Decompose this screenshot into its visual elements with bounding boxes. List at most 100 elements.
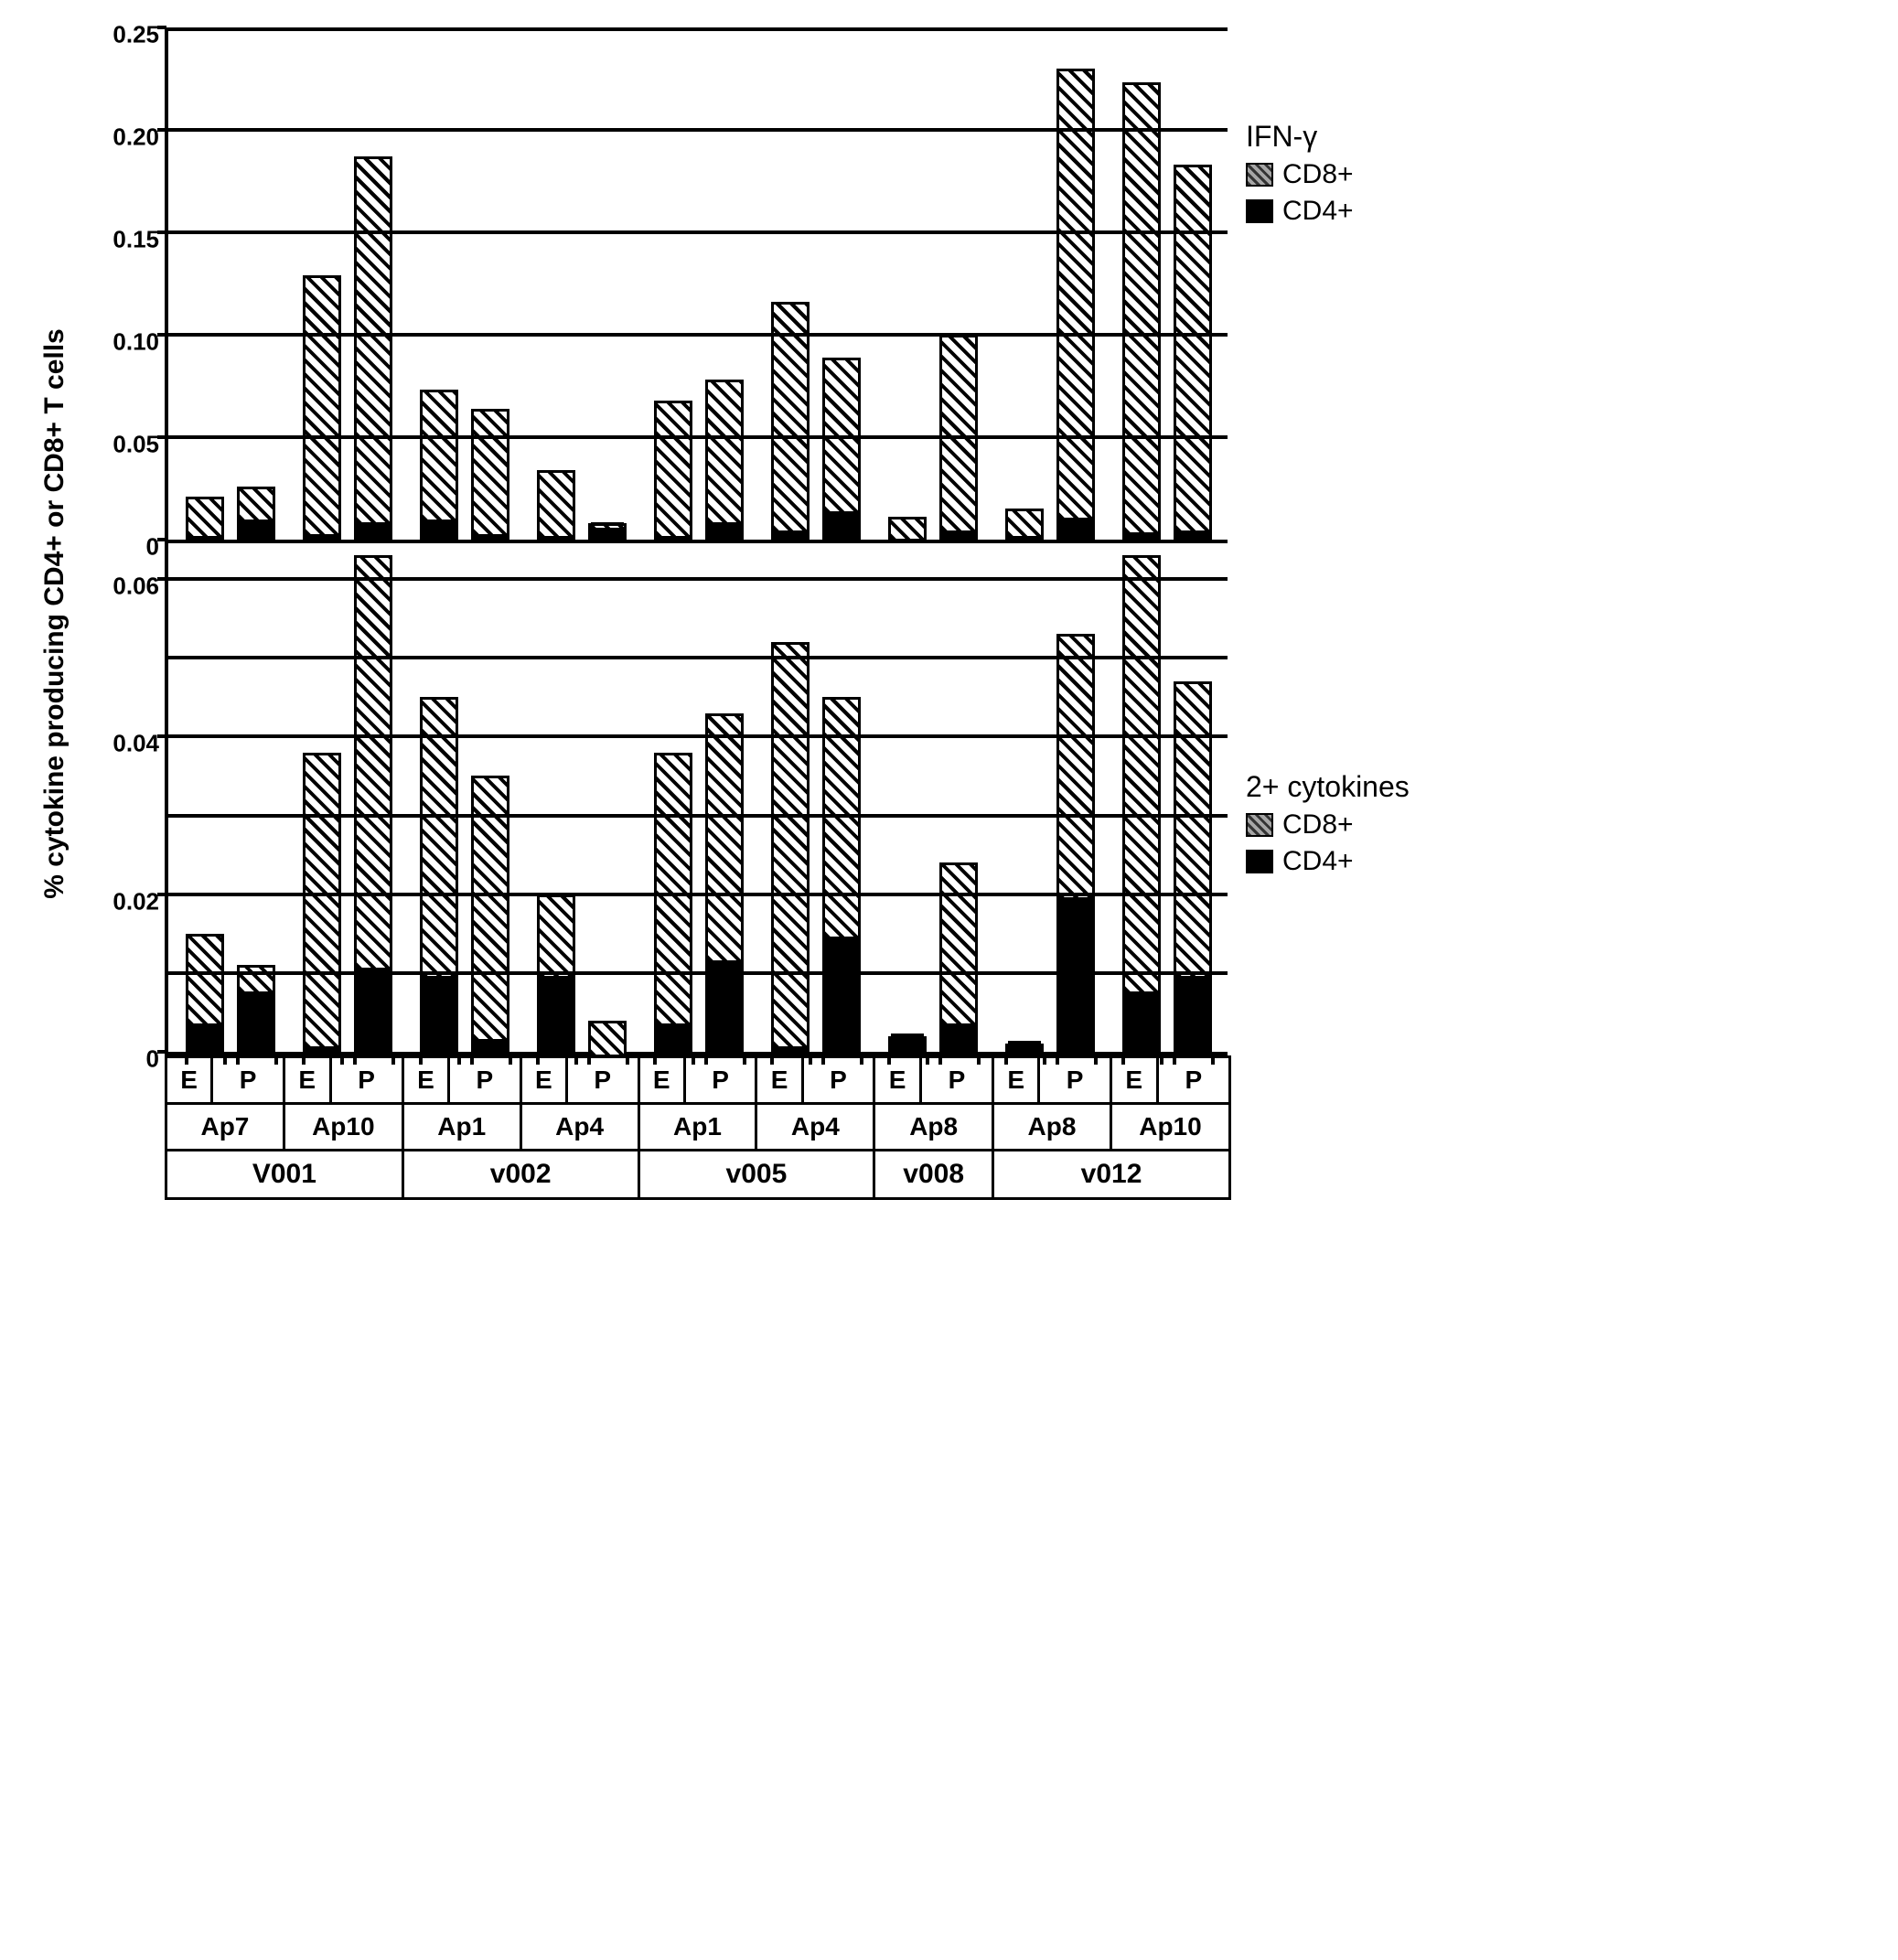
bar-segment-cd4 xyxy=(540,970,573,1049)
stacked-bar xyxy=(1005,1044,1044,1052)
bar-segment-cd4 xyxy=(891,1034,924,1049)
stacked-bar xyxy=(1122,82,1161,540)
legend-title: IFN-γ xyxy=(1246,120,1354,154)
x-tick-mark xyxy=(587,1052,591,1065)
top-y-axis: 00.050.100.150.200.25 xyxy=(82,27,165,543)
gridline xyxy=(168,577,1228,581)
x-tick-mark xyxy=(653,1052,657,1065)
bar-segment-cd8 xyxy=(1059,71,1092,518)
stacked-bar xyxy=(1174,165,1212,540)
legend-label: CD8+ xyxy=(1282,159,1354,190)
legend-label: CD8+ xyxy=(1282,809,1354,841)
stacked-bar xyxy=(1056,69,1095,540)
x-tick-mark xyxy=(536,1052,540,1065)
x-tick-mark xyxy=(509,1052,512,1065)
stacked-bar xyxy=(771,302,810,540)
stacked-bar xyxy=(354,555,392,1052)
x-axis-ep-cell: E xyxy=(874,1057,921,1104)
x-axis-ap-cell: Ap7 xyxy=(166,1104,284,1151)
gridline-minor xyxy=(168,656,1228,659)
bottom-panel: 00.020.040.06 2+ cytokinesCD8+CD4+ xyxy=(82,540,1410,1055)
bar-segment-cd8 xyxy=(423,392,456,519)
stacked-bar xyxy=(237,965,275,1052)
stacked-bar xyxy=(420,697,458,1052)
legend-item: CD4+ xyxy=(1246,846,1410,877)
x-axis-ap-cell: Ap8 xyxy=(874,1104,993,1151)
bar-segment-cd8 xyxy=(774,305,807,530)
gridline xyxy=(168,734,1228,738)
bar-segment-cd8 xyxy=(774,645,807,1046)
x-axis-subject-cell: V001 xyxy=(166,1151,403,1199)
x-tick-mark xyxy=(1173,1052,1176,1065)
stacked-bar xyxy=(822,358,861,540)
gridline xyxy=(168,128,1228,132)
x-axis-subject-row: V001v002v005v008v012 xyxy=(166,1151,1230,1199)
stacked-bar xyxy=(588,1021,627,1052)
x-axis-ap-cell: Ap4 xyxy=(756,1104,874,1151)
bottom-bars-layer xyxy=(168,540,1228,1052)
bottom-plot-area xyxy=(165,540,1228,1055)
x-tick-mark xyxy=(185,1052,188,1065)
bar-segment-cd8 xyxy=(891,519,924,538)
x-axis-ep-cell: P xyxy=(1039,1057,1111,1104)
legend-swatch xyxy=(1246,813,1273,837)
x-axis-ep-cell: E xyxy=(638,1057,684,1104)
bar-segment-cd8 xyxy=(657,403,690,537)
x-axis-ap-cell: Ap4 xyxy=(520,1104,638,1151)
x-tick-mark xyxy=(470,1052,474,1065)
bar-segment-cd4 xyxy=(1176,970,1209,1049)
charts-column: 00.050.100.150.200.25 IFN-γCD8+CD4+ 00.0… xyxy=(82,27,1410,1200)
bar-segment-cd4 xyxy=(423,970,456,1049)
stacked-bar xyxy=(471,776,509,1052)
x-axis-ap-cell: Ap10 xyxy=(284,1104,402,1151)
legend-label: CD4+ xyxy=(1282,196,1354,227)
x-tick-mark xyxy=(574,1052,578,1065)
bar-segment-cd8 xyxy=(657,755,690,1023)
bar-segment-cd8 xyxy=(1059,637,1092,896)
x-tick-mark xyxy=(274,1052,278,1065)
bar-segment-cd8 xyxy=(708,382,741,521)
top-legend: IFN-γ CD8+ CD4+ xyxy=(1246,120,1354,232)
x-axis-ep-cell: E xyxy=(402,1057,448,1104)
bar-segment-cd8 xyxy=(306,755,338,1047)
x-tick-mark xyxy=(770,1052,774,1065)
x-tick-mark xyxy=(1043,1052,1046,1065)
stacked-bar xyxy=(537,470,575,540)
y-axis-label: % cytokine producing CD4+ or CD8+ T cell… xyxy=(39,328,70,899)
legend-swatch xyxy=(1246,163,1273,187)
bar-segment-cd8 xyxy=(474,412,507,534)
stacked-bar xyxy=(771,642,810,1052)
x-axis-ep-cell: P xyxy=(920,1057,992,1104)
bar-segment-cd8 xyxy=(591,526,624,528)
bar-segment-cd8 xyxy=(1176,684,1209,976)
gridline xyxy=(168,435,1228,439)
bar-segment-cd8 xyxy=(188,937,221,1023)
x-axis-ap-cell: Ap8 xyxy=(993,1104,1111,1151)
x-axis-ep-cell: E xyxy=(1110,1057,1157,1104)
bar-segment-cd4 xyxy=(825,931,858,1049)
x-tick-mark xyxy=(457,1052,461,1065)
x-tick-mark xyxy=(1056,1052,1059,1065)
stacked-bar xyxy=(654,753,692,1052)
gridline-minor xyxy=(168,971,1228,975)
y-tick-label: 0.06 xyxy=(113,573,159,601)
x-tick-mark xyxy=(1094,1052,1098,1065)
bar-segment-cd4 xyxy=(591,522,624,537)
bar-segment-cd4 xyxy=(1059,892,1092,1049)
stacked-bar xyxy=(237,487,275,540)
bar-segment-cd8 xyxy=(240,489,273,520)
x-tick-mark xyxy=(977,1052,981,1065)
x-tick-mark xyxy=(692,1052,695,1065)
stacked-bar xyxy=(420,390,458,540)
y-tick-label: 0.04 xyxy=(113,730,159,758)
stacked-bar xyxy=(1122,555,1161,1052)
x-axis-ep-cell: E xyxy=(756,1057,802,1104)
stacked-bar xyxy=(186,497,224,540)
stacked-bar xyxy=(1005,509,1044,540)
legend-label: CD4+ xyxy=(1282,846,1354,877)
top-plot-area xyxy=(165,27,1228,543)
stacked-bar xyxy=(588,523,627,540)
bar-segment-cd8 xyxy=(357,558,390,968)
y-axis-label-container: % cytokine producing CD4+ or CD8+ T cell… xyxy=(27,27,82,1200)
bar-segment-cd4 xyxy=(708,955,741,1049)
